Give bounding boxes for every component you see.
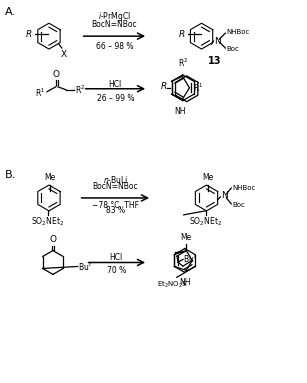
Text: N: N — [221, 192, 228, 200]
Text: R: R — [178, 29, 185, 39]
Text: BocN=NBoc: BocN=NBoc — [91, 20, 137, 29]
Text: SO$_2$NEt$_2$: SO$_2$NEt$_2$ — [31, 216, 64, 228]
Text: O: O — [52, 70, 59, 79]
Text: N: N — [215, 37, 221, 46]
Text: Me: Me — [202, 173, 213, 182]
Text: SO$_2$NEt$_2$: SO$_2$NEt$_2$ — [189, 216, 222, 228]
Text: R$^2$: R$^2$ — [75, 83, 85, 96]
Text: NH: NH — [180, 278, 191, 287]
Text: Bu$^t$: Bu$^t$ — [78, 260, 92, 273]
Text: HCl: HCl — [110, 254, 123, 262]
Text: R$^2$: R$^2$ — [178, 57, 188, 69]
Text: Boc: Boc — [232, 202, 245, 208]
Text: NHBoc: NHBoc — [226, 29, 250, 35]
Text: NH: NH — [175, 107, 186, 116]
Text: R$^1$: R$^1$ — [35, 87, 45, 99]
Text: O: O — [49, 235, 56, 244]
Text: Boc: Boc — [226, 46, 239, 52]
Text: HCl: HCl — [109, 80, 122, 89]
Text: 66 – 98 %: 66 – 98 % — [95, 42, 133, 51]
Text: Bu$^t$: Bu$^t$ — [183, 253, 197, 265]
Text: R: R — [161, 82, 167, 91]
Text: BocN=NBoc: BocN=NBoc — [92, 182, 138, 191]
Text: 83 %: 83 % — [106, 206, 125, 215]
Text: X: X — [61, 50, 67, 59]
Text: −78 °C, THF: −78 °C, THF — [92, 201, 139, 210]
Text: R: R — [26, 29, 32, 39]
Text: Et$_2$NO$_2$S: Et$_2$NO$_2$S — [157, 279, 188, 290]
Text: 26 – 99 %: 26 – 99 % — [97, 94, 134, 103]
Text: 13: 13 — [208, 56, 221, 66]
Text: Me: Me — [44, 173, 56, 182]
Text: NHBoc: NHBoc — [232, 185, 256, 191]
Text: A.: A. — [5, 7, 16, 17]
Text: R$^1$: R$^1$ — [193, 82, 204, 94]
Text: Me: Me — [180, 232, 191, 242]
Text: 70 %: 70 % — [107, 267, 126, 275]
Text: B.: B. — [5, 170, 17, 180]
Text: $n$-BuLi: $n$-BuLi — [103, 174, 128, 185]
Text: $i$-PrMgCl: $i$-PrMgCl — [98, 10, 131, 23]
